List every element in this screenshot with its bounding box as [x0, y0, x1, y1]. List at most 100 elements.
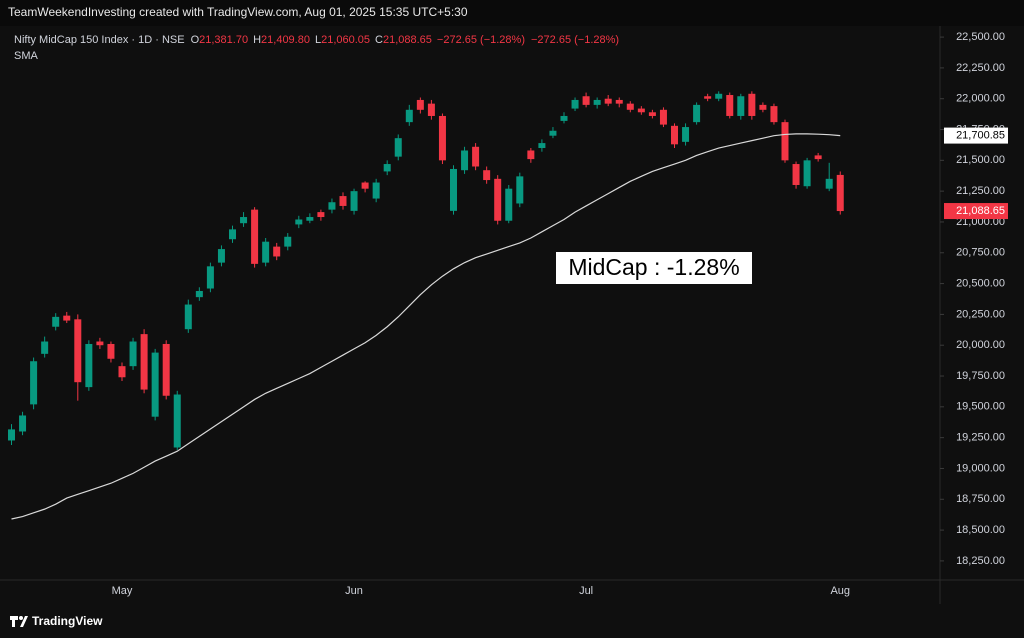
candle-body [803, 160, 811, 187]
candle-body [615, 99, 623, 104]
legend-value: 21,381.70 [199, 34, 248, 46]
candle-body [626, 103, 634, 110]
candle-body [195, 290, 203, 298]
y-tick-label: 20,500.00 [956, 277, 1005, 289]
candle-body [781, 122, 789, 161]
candle-body [217, 249, 225, 263]
candle-body [140, 334, 148, 390]
indicator-name: SMA [14, 50, 39, 62]
y-tick-label: 20,750.00 [956, 247, 1005, 259]
candle-body [284, 236, 292, 247]
y-tick-label: 22,500.00 [956, 31, 1005, 43]
annotation-box [556, 252, 752, 284]
sma-price-label: 21,700.85 [956, 129, 1005, 141]
candle-body [571, 99, 579, 109]
candle-body [317, 212, 325, 218]
candle-body [184, 304, 192, 330]
candle-body [361, 182, 369, 189]
legend-value: 21,088.65 [383, 34, 432, 46]
candle-body [748, 93, 756, 116]
y-tick-label: 22,250.00 [956, 62, 1005, 74]
symbol-title: Nifty MidCap 150 Index · 1D · NSE [14, 34, 185, 46]
candle-body [726, 95, 734, 116]
candle-body [682, 127, 690, 142]
candle-body [759, 104, 767, 110]
candle-body [262, 241, 270, 263]
candle-body [814, 155, 822, 160]
candle-body [825, 178, 833, 189]
legend-value: 21,060.05 [321, 34, 370, 46]
last-price-box [944, 203, 1008, 220]
x-tick-label: Jul [579, 585, 593, 597]
candle-body [151, 352, 159, 417]
legend-value: 21,409.80 [261, 34, 310, 46]
candle-body [538, 143, 546, 149]
candle-body [693, 104, 701, 123]
y-tick-label: 19,250.00 [956, 432, 1005, 444]
candle-body [295, 219, 303, 225]
candle-body [505, 188, 513, 221]
candle-body [450, 168, 457, 211]
candle-body [483, 170, 491, 181]
sma-price-box [944, 127, 1008, 144]
candle-body [339, 196, 347, 206]
y-tick-label: 20,000.00 [956, 339, 1005, 351]
candle-body [715, 93, 723, 99]
annotation: MidCap : -1.28% [568, 254, 739, 280]
candle-body [416, 99, 424, 110]
header-bar [0, 0, 1024, 26]
candle-body [438, 115, 446, 161]
legend-key: C [375, 34, 383, 46]
logo-part [19, 616, 23, 620]
candle-body [30, 361, 38, 405]
candle-body [560, 115, 568, 121]
candle-body [704, 96, 712, 99]
candle-body [85, 343, 93, 388]
legend-change: −272.65 (−1.28%) [531, 34, 619, 46]
y-tick-label: 18,250.00 [956, 555, 1005, 567]
candle-body [405, 109, 413, 123]
candle-body [582, 96, 590, 105]
candle-body [251, 209, 259, 264]
y-tick-label: 19,500.00 [956, 401, 1005, 413]
x-tick-label: May [112, 585, 133, 597]
candle-body [63, 315, 71, 321]
y-tick-label: 18,750.00 [956, 493, 1005, 505]
candle-body [604, 98, 612, 104]
x-tick-label: Aug [830, 585, 850, 597]
candle-body [19, 415, 27, 432]
candle-body [836, 174, 844, 212]
candle-body [118, 366, 126, 378]
candle-body [173, 394, 181, 448]
candle-body [494, 178, 502, 221]
y-tick-label: 19,000.00 [956, 462, 1005, 474]
sma-line [11, 133, 841, 520]
candle-body [648, 112, 656, 116]
candle-body [737, 96, 745, 116]
candle-body [74, 319, 82, 383]
y-tick-label: 22,000.00 [956, 93, 1005, 105]
candle-body [107, 343, 115, 359]
logo-part [20, 616, 28, 627]
candle-body [472, 146, 480, 167]
legend-key: L [315, 34, 321, 46]
plot: 18,250.00 18,500.00 18,750.00 19,000.00 19,2… [8, 31, 1008, 597]
logo-part [12, 616, 15, 627]
footer-brand: TradingView [32, 614, 103, 628]
candle-body [549, 130, 557, 136]
y-tick-label: 19,750.00 [956, 370, 1005, 382]
candle-body [671, 125, 678, 145]
candle-body [8, 429, 15, 441]
legend-key: O [191, 34, 200, 46]
candle-body [516, 176, 524, 204]
candle-body [659, 109, 667, 125]
candle-body [52, 316, 60, 327]
y-tick-label: 21,250.00 [956, 185, 1005, 197]
candle-body [461, 150, 469, 171]
y-tick-label: 21,500.00 [956, 154, 1005, 166]
candle-body [206, 266, 214, 289]
candle-body [394, 138, 402, 157]
footer-logo [10, 616, 28, 627]
